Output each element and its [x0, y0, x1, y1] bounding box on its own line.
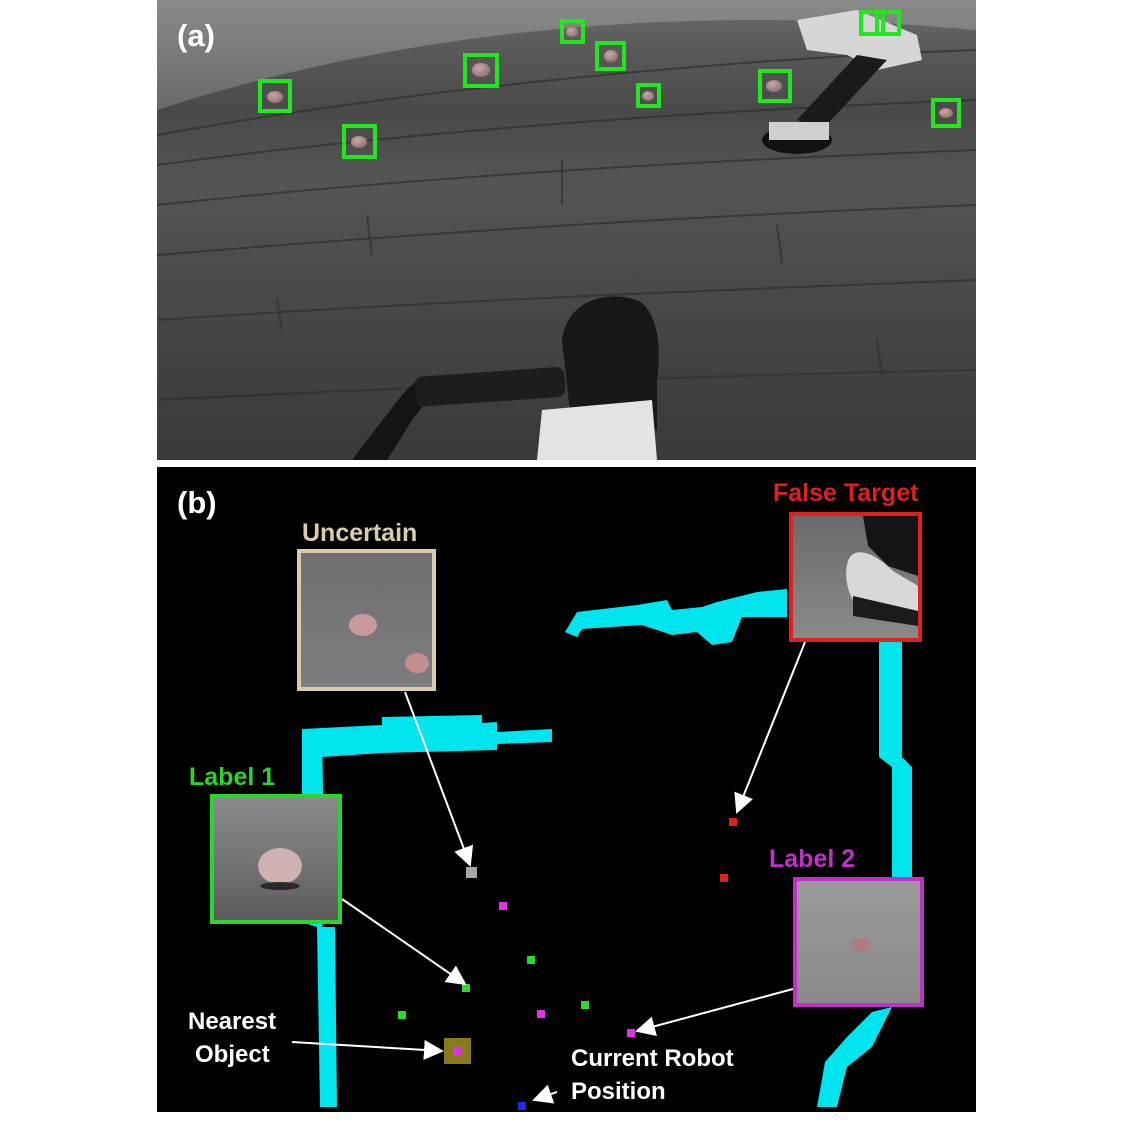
pebble-crop [349, 614, 429, 673]
label2-marker [627, 1029, 635, 1037]
label2-label: Label 2 [769, 845, 856, 873]
robot-position-marker [518, 1102, 526, 1110]
robot-position-line1: Current Robot [571, 1045, 734, 1072]
false-target-marker [729, 818, 737, 826]
camera-scene [157, 0, 976, 460]
robot-position-annotation: Current Robot Position [571, 1042, 734, 1108]
wall [157, 0, 976, 110]
label1-marker [398, 1011, 406, 1019]
pebbles [267, 27, 953, 148]
label2-marker [499, 902, 507, 910]
nearest-object-annotation: Nearest Object [188, 1005, 276, 1071]
label1-label: Label 1 [189, 763, 276, 791]
uncertain-marker [466, 867, 477, 878]
robot-position-line2: Position [571, 1078, 666, 1105]
label2-inset [793, 877, 924, 1007]
drill-crop [846, 516, 918, 626]
uncertain-inset [297, 549, 436, 691]
callout-arrows [291, 641, 806, 1104]
panel-a-label: (a) [177, 18, 215, 53]
nearest-object-line2: Object [195, 1041, 270, 1068]
false-target-label: False Target [773, 479, 919, 507]
drill [762, 10, 922, 154]
uncertain-label: Uncertain [302, 519, 418, 547]
false-target-inset [789, 512, 922, 642]
label1-inset [210, 794, 342, 924]
pebble-crop [852, 938, 870, 952]
label1-marker [462, 984, 470, 992]
false-target-marker [720, 874, 728, 882]
label1-marker [581, 1001, 589, 1009]
detection-boxes [258, 10, 961, 159]
robot-arm [352, 296, 659, 460]
panel-a-camera-view: (a) [157, 0, 976, 460]
panel-b-map-view: (b) False Target Uncertain Label 1 Label… [157, 467, 976, 1112]
map-markers [398, 818, 737, 1110]
label2-marker [537, 1010, 545, 1018]
pebble-crop [258, 848, 302, 890]
panel-b-label: (b) [177, 485, 217, 520]
nearest-object-line1: Nearest [188, 1008, 277, 1035]
label1-marker [527, 956, 535, 964]
nearest-object-center [453, 1047, 461, 1055]
